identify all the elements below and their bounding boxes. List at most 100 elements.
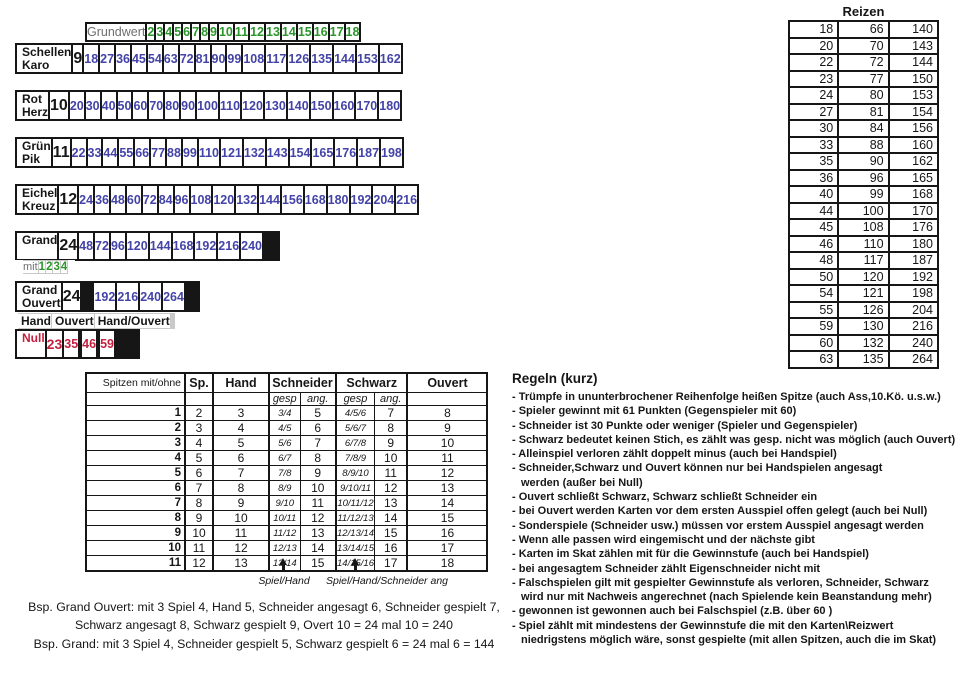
- rule-line: - Falschspielen gilt mit gespielter Gewi…: [512, 576, 929, 589]
- reizen-cell: 165: [887, 168, 940, 187]
- up-arrow-icon: [350, 558, 360, 571]
- score-cell: 90: [209, 43, 228, 74]
- hand-label: Hand: [17, 313, 52, 329]
- reizen-cell: 27: [787, 102, 840, 121]
- game-label: Eichel Kreuz: [14, 184, 60, 215]
- reizen-cell: 48: [787, 251, 840, 270]
- base-value: 12: [57, 184, 80, 215]
- ang-subheader: ang.: [299, 392, 337, 406]
- empty-cell: [74, 261, 75, 274]
- rule-line: - Karten im Skat zählen mit für die Gewi…: [512, 548, 869, 561]
- rule-line: - Schwarz bedeutet keinen Stich, es zähl…: [512, 433, 956, 446]
- spitzen-cell: 17: [406, 540, 488, 556]
- spitzen-cell: 3: [184, 420, 214, 436]
- spitzen-cell: 9: [373, 435, 408, 451]
- rules-title: Regeln (kurz): [512, 371, 598, 386]
- reizen-cell: 55: [787, 300, 840, 319]
- spitzen-cell: 5: [85, 465, 186, 481]
- multiplier-header: 10: [216, 22, 235, 42]
- rules-list: - Trümpfe in ununterbrochener Reihenfolg…: [512, 390, 955, 647]
- reizen-cell: 63: [787, 350, 840, 369]
- score-cell: [187, 281, 192, 312]
- spitzen-cell: 4/5/6: [334, 405, 375, 421]
- spitzen-cell: 10: [184, 525, 214, 541]
- reizen-cell: 20: [787, 36, 840, 55]
- score-cell: 27: [98, 43, 117, 74]
- score-cell: 168: [170, 231, 196, 261]
- spitzen-cell: 13: [406, 480, 488, 496]
- score-cell: 48: [108, 184, 127, 215]
- multiplier-header: 6: [181, 22, 193, 42]
- reizen-cell: 80: [837, 86, 890, 105]
- spitzen-table: Spitzen mit/ohne Sp. Hand Schneider Schwarz O…: [85, 372, 495, 572]
- score-cell: 240: [239, 231, 265, 261]
- spitzen-cell: 12: [373, 480, 408, 496]
- score-cell: 50: [115, 90, 134, 121]
- reizen-cell: 143: [887, 36, 940, 55]
- multiplier-header: 8: [199, 22, 211, 42]
- reizen-cell: 154: [887, 102, 940, 121]
- rule-line: - Wenn alle passen wird eingemischt und …: [512, 533, 815, 546]
- spitzen-cell: 2: [85, 420, 186, 436]
- spitzen-cell: 11/12/13: [334, 510, 375, 526]
- spitzen-cell: 6/7/8: [334, 435, 375, 451]
- reizen-cell: 140: [887, 20, 940, 39]
- spitzen-cell: 17: [373, 555, 408, 572]
- score-cell: 240: [138, 281, 164, 312]
- game-label: Grand Ouvert: [15, 281, 63, 312]
- hand-header: Hand: [212, 372, 270, 393]
- spitzen-cell: 9: [406, 420, 488, 436]
- reizen-cell: 24: [787, 86, 840, 105]
- spitzen-cell: 9/10: [268, 495, 301, 511]
- score-cell: 120: [124, 231, 150, 261]
- score-cell: 264: [161, 281, 186, 312]
- spitzen-header: Spitzen mit/ohne: [85, 372, 186, 393]
- spitzen-cell: 12/13/14: [334, 525, 375, 541]
- reizen-cell: 108: [837, 218, 890, 237]
- base-value: 10: [48, 90, 70, 121]
- spitzen-cell: 16: [373, 540, 408, 556]
- null-cell: 35: [62, 329, 81, 359]
- spitzen-cell: 7: [184, 480, 214, 496]
- reizen-cell: 30: [787, 119, 840, 138]
- score-cell: [193, 281, 198, 312]
- reizen-cell: 18: [787, 20, 840, 39]
- spitzen-cell: 11: [406, 450, 488, 466]
- spitzen-cell: 11: [373, 465, 408, 481]
- score-cell: 96: [108, 231, 127, 261]
- reizen-cell: 198: [887, 284, 940, 303]
- reizen-cell: 204: [887, 300, 940, 319]
- score-cell: 153: [354, 43, 380, 74]
- rule-line: - Alleinspiel verloren zählt doppelt min…: [512, 448, 837, 461]
- mit-label: mit: [22, 260, 39, 274]
- spitzen-cell: 3: [85, 435, 186, 451]
- sp-header: Sp.: [184, 372, 214, 393]
- score-cell: [183, 281, 188, 312]
- score-cell: 130: [262, 90, 288, 121]
- score-cell: 72: [93, 231, 111, 261]
- reizen-cell: 176: [887, 218, 940, 237]
- empty-cell: [184, 392, 214, 406]
- spitzen-cell: 12: [212, 540, 270, 556]
- score-cell: 84: [156, 184, 175, 215]
- spitzen-cell: 8/9: [268, 480, 301, 496]
- spitzen-cell: 7/8: [268, 465, 301, 481]
- score-cell: [82, 281, 87, 312]
- score-cell: 88: [165, 137, 183, 168]
- mit-count: 1: [37, 260, 47, 274]
- score-cell: 63: [161, 43, 180, 74]
- null-cell: [119, 329, 124, 359]
- spitzen-cell: 10/11/12: [334, 495, 375, 511]
- score-cell: 90: [179, 90, 198, 121]
- spitzen-cell: 14: [373, 510, 408, 526]
- reizen-cell: 192: [887, 267, 940, 286]
- score-cell: [185, 281, 190, 312]
- score-cell: 77: [149, 137, 168, 168]
- reizen-cell: 70: [837, 36, 890, 55]
- null-cell: [127, 329, 132, 359]
- score-cell: 108: [241, 43, 267, 74]
- multiplier-header: 18: [343, 22, 362, 42]
- reizen-grid: 18 66 140 20 70 143 22 72 144 23 77 150 24 80 153 27 81 1…: [787, 20, 940, 369]
- spitzen-cell: 15: [299, 555, 337, 572]
- score-cell: 180: [377, 90, 403, 121]
